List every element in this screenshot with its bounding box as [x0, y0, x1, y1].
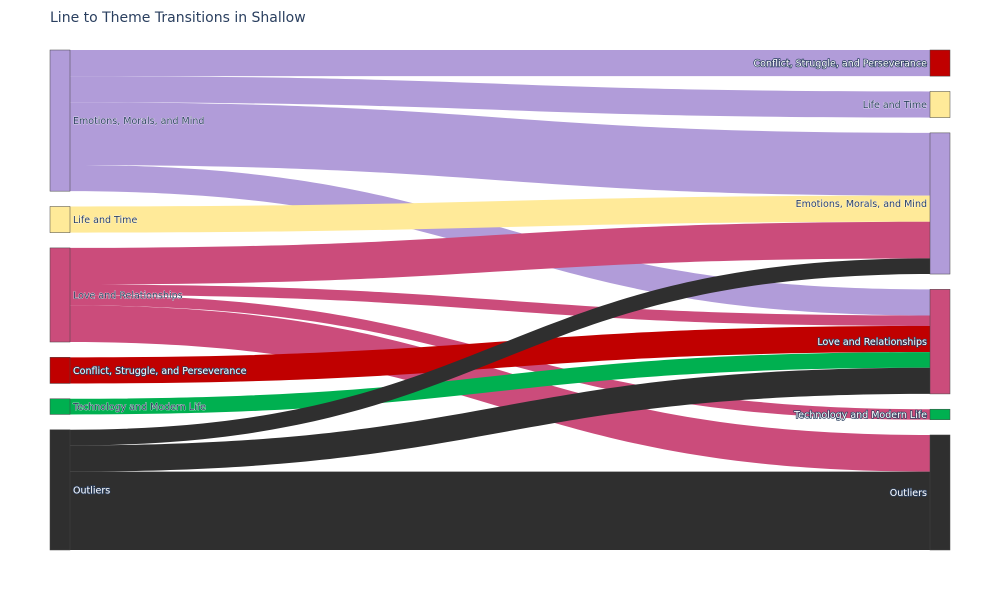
source-node-label: Outliers	[73, 485, 110, 496]
target-node[interactable]	[929, 132, 951, 275]
chart-title: Line to Theme Transitions in Shallow	[50, 10, 306, 26]
source-node-label: Life and Time	[73, 215, 137, 226]
source-node-label: Love and Relationships	[73, 290, 183, 301]
sankey-link[interactable]	[70, 352, 930, 415]
target-node[interactable]	[929, 49, 951, 77]
target-node-label: Emotions, Morals, and Mind	[796, 199, 927, 210]
sankey-link[interactable]	[70, 195, 930, 233]
target-node[interactable]	[929, 289, 951, 395]
links-layer	[70, 50, 930, 550]
sankey-link[interactable]	[70, 367, 930, 472]
source-node[interactable]	[49, 247, 71, 343]
sankey-link[interactable]	[70, 258, 930, 446]
sankey-link[interactable]	[70, 221, 930, 285]
source-node[interactable]	[49, 49, 71, 192]
target-node[interactable]	[929, 408, 951, 420]
sankey-link[interactable]	[70, 50, 930, 77]
source-node[interactable]	[49, 357, 71, 384]
source-node-label: Conflict, Struggle, and Perseverance	[73, 366, 247, 377]
target-node[interactable]	[929, 91, 951, 118]
target-node-label: Outliers	[890, 488, 927, 499]
sankey-link[interactable]	[70, 471, 930, 550]
source-node-label: Emotions, Morals, and Mind	[73, 116, 204, 127]
target-node-label: Life and Time	[863, 100, 927, 111]
target-node[interactable]	[929, 434, 951, 551]
sankey-link[interactable]	[70, 76, 930, 118]
source-node[interactable]	[49, 398, 71, 415]
source-node[interactable]	[49, 429, 71, 551]
sankey-link[interactable]	[70, 284, 930, 326]
target-node-label: Love and Relationships	[817, 337, 927, 348]
target-node-label: Conflict, Struggle, and Perseverance	[754, 59, 928, 70]
labels-layer: Emotions, Morals, and Mind Life and Time L…	[72, 58, 928, 500]
target-node-label: Technology and Modern Life	[793, 410, 927, 421]
source-node[interactable]	[49, 206, 71, 233]
nodes-layer	[49, 49, 951, 551]
sankey-link[interactable]	[70, 102, 930, 196]
source-node-label: Technology and Modern Life	[72, 402, 206, 413]
